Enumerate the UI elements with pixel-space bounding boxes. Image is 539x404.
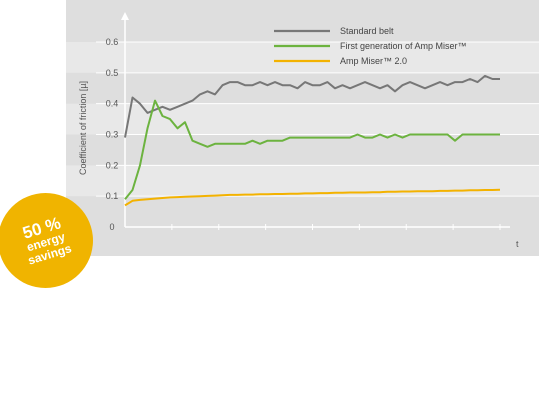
- chart-axes: [121, 12, 510, 228]
- series-group: [124, 74, 501, 207]
- y-tick-label: 0.3: [106, 130, 119, 140]
- legend-label-standard-belt: Standard belt: [340, 26, 394, 36]
- y-tick-label: 0.1: [106, 191, 119, 201]
- chart-band: [66, 42, 539, 73]
- y-tick-label: 0.4: [106, 99, 119, 109]
- series-line-first-generation: [124, 99, 500, 200]
- y-tick-label: 0.2: [106, 160, 119, 170]
- series-line-amp-miser-2: [124, 188, 501, 207]
- chart-band: [66, 165, 539, 197]
- y-tick-label: 0: [109, 222, 114, 232]
- legend-label-first-generation: First generation of Amp Miser™: [340, 41, 467, 51]
- legend-label-amp-miser-2: Amp Miser™ 2.0: [340, 56, 407, 66]
- x-axis-title: t: [516, 239, 519, 249]
- y-axis-title: Coefficient of friction [µ]: [78, 81, 88, 175]
- series-line-standard-belt: [124, 74, 500, 138]
- y-axis-arrow-icon: [121, 12, 129, 20]
- chart-band: [66, 103, 539, 135]
- y-tick-labels: 0 0.1 0.2 0.3 0.4 0.5 0.6: [106, 37, 119, 232]
- y-tick-label: 0.5: [106, 68, 119, 78]
- y-tick-label: 0.6: [106, 37, 119, 47]
- x-tick-marks: [171, 224, 501, 230]
- legend: Standard belt First generation of Amp Mi…: [274, 26, 467, 66]
